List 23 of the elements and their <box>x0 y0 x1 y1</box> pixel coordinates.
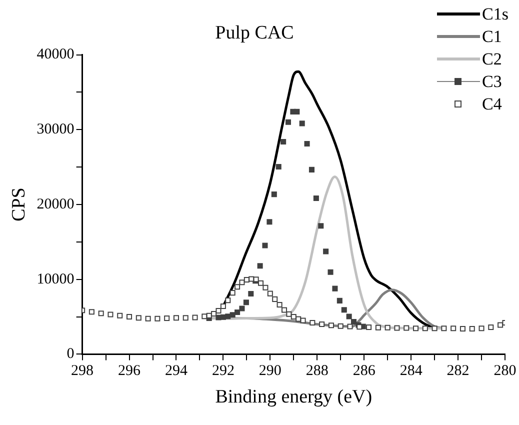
x-tick-label: 298 <box>71 363 94 380</box>
legend-label: C4 <box>482 94 502 114</box>
y-tick-label: 40000 <box>36 46 74 63</box>
legend-label: C3 <box>482 72 502 91</box>
y-axis-title: CPS <box>8 188 30 222</box>
x-tick-label: 288 <box>306 363 328 380</box>
legend-label: C1s <box>482 4 508 24</box>
x-tick-label: 292 <box>212 363 234 380</box>
y-tick-label: 10000 <box>36 271 74 288</box>
x-tick-label: 296 <box>118 363 142 380</box>
x-tick-label: 294 <box>164 363 188 380</box>
y-tick-label: 0 <box>66 346 74 362</box>
y-tick-label: 30000 <box>36 122 74 138</box>
x-tick-label: 284 <box>400 363 423 380</box>
x-tick-label: 290 <box>258 363 282 380</box>
y-tick-label: 20000 <box>36 196 74 212</box>
chart-title: Pulp CAC <box>215 22 294 44</box>
x-tick-label: 282 <box>446 363 470 380</box>
x-tick-label: 280 <box>494 363 516 380</box>
x-axis-title: Binding energy (eV) <box>215 386 372 408</box>
legend-label: C1 <box>482 26 502 46</box>
x-tick-label: 286 <box>352 363 376 380</box>
legend-label: C2 <box>482 49 502 68</box>
